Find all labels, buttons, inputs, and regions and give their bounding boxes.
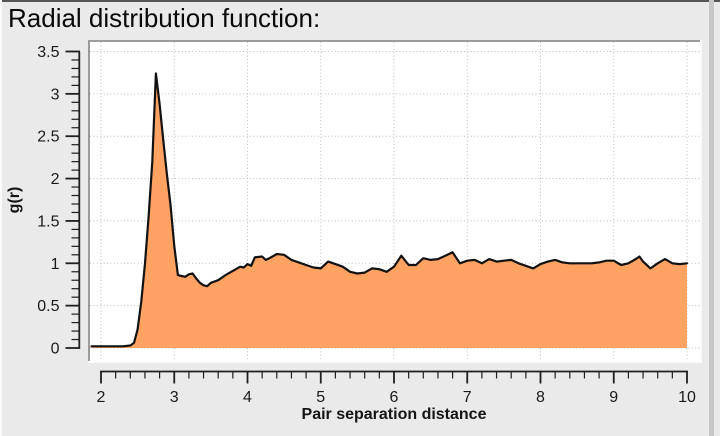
- y-tick-label: 2: [51, 171, 60, 188]
- y-tick-label: 3.5: [37, 44, 59, 61]
- chart-layers: 0 0.5 1 1.5 2 2.5 3 3.5 2 3 4 5 6 7 8 9 10: [37, 40, 702, 406]
- plot-border-right: [700, 40, 702, 363]
- chart-title: Radial distribution function:: [8, 3, 321, 33]
- plot-border-top: [88, 40, 702, 42]
- x-tick-label: 10: [678, 389, 696, 406]
- x-tick-label: 2: [97, 389, 106, 406]
- x-axis-title: Pair separation distance: [302, 406, 487, 423]
- window-left-edge: [0, 0, 2, 436]
- y-tick-label: 0.5: [37, 298, 59, 315]
- plot-border-left: [88, 40, 90, 363]
- window-right-edge: [709, 0, 714, 436]
- x-tick-label: 8: [536, 389, 545, 406]
- x-tick-label: 5: [316, 389, 325, 406]
- y-tick-label: 0: [51, 341, 60, 358]
- window-top-edge: [0, 0, 720, 2]
- plot-border-bottom: [88, 361, 702, 363]
- x-tick-label: 4: [243, 389, 252, 406]
- y-tick-label: 3: [51, 86, 60, 103]
- area-fill: [91, 73, 687, 348]
- x-tick-label: 3: [170, 389, 179, 406]
- y-axis-title: g(r): [6, 187, 23, 214]
- x-tick-label: 6: [390, 389, 399, 406]
- y-tick-label: 1: [51, 256, 60, 273]
- x-tick-label: 9: [609, 389, 618, 406]
- y-tick-label: 1.5: [37, 213, 59, 230]
- x-tick-label: 7: [463, 389, 472, 406]
- curve-line: [90, 72, 689, 348]
- y-tick-label: 2.5: [37, 129, 59, 146]
